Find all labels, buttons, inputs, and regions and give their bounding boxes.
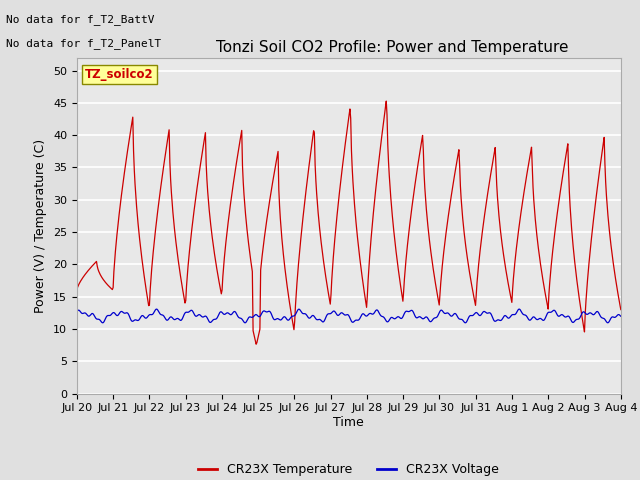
Y-axis label: Power (V) / Temperature (C): Power (V) / Temperature (C) <box>35 139 47 312</box>
Title: Tonzi Soil CO2 Profile: Power and Temperature: Tonzi Soil CO2 Profile: Power and Temper… <box>216 40 568 55</box>
X-axis label: Time: Time <box>333 416 364 429</box>
Text: TZ_soilco2: TZ_soilco2 <box>85 68 154 81</box>
Text: No data for f_T2_PanelT: No data for f_T2_PanelT <box>6 38 162 49</box>
Legend: CR23X Temperature, CR23X Voltage: CR23X Temperature, CR23X Voltage <box>193 458 504 480</box>
Text: No data for f_T2_BattV: No data for f_T2_BattV <box>6 14 155 25</box>
